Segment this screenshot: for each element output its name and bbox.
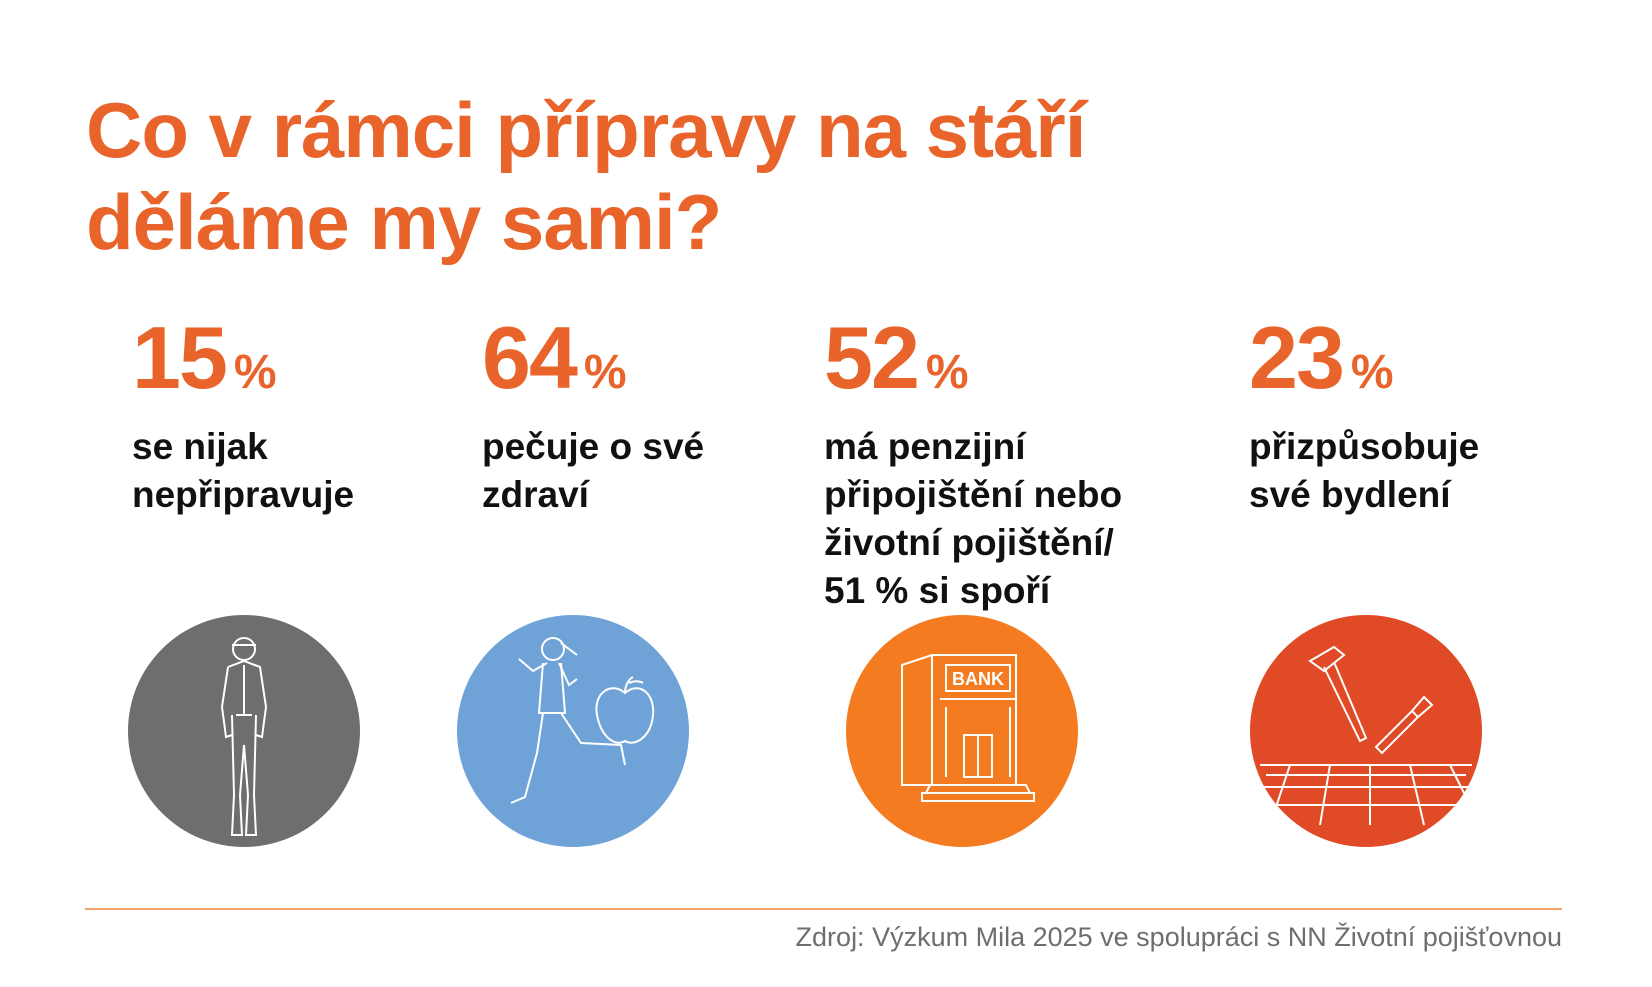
stat-health-care: 64% pečuje o své zdraví (482, 310, 812, 519)
runner-apple-icon (457, 615, 689, 847)
stat-not-preparing: 15% se nijak nepřipravuje (132, 310, 462, 519)
stat-value: 64% (482, 308, 627, 407)
stat-value: 52% (824, 308, 969, 407)
stat-housing-adaptation: 23% přizpůsobuje své bydlení (1249, 310, 1579, 519)
stat-value: 23% (1249, 308, 1394, 407)
stat-description: přizpůsobuje své bydlení (1249, 426, 1480, 515)
stat-description: se nijak nepřipravuje (132, 426, 355, 515)
stat-value: 15% (132, 308, 277, 407)
title-line-2: děláme my sami? (86, 178, 722, 266)
bank-sign: BANK (952, 669, 1004, 689)
divider (85, 908, 1562, 910)
stat-description: má penzijní připojištění nebo životní poj… (824, 426, 1123, 611)
man-standing-icon (128, 615, 360, 847)
stat-description: pečuje o své zdraví (482, 426, 705, 515)
source-note: Zdroj: Výzkum Mila 2025 ve spolupráci s … (795, 922, 1562, 952)
page-title: Co v rámci přípravy na stáří děláme my s… (86, 84, 1086, 268)
tools-icon (1250, 615, 1482, 847)
stat-pension-insurance: 52% má penzijní připojištění nebo životní… (824, 310, 1184, 615)
bank-icon: BANK (846, 615, 1078, 847)
title-line-1: Co v rámci přípravy na stáří (86, 86, 1086, 174)
